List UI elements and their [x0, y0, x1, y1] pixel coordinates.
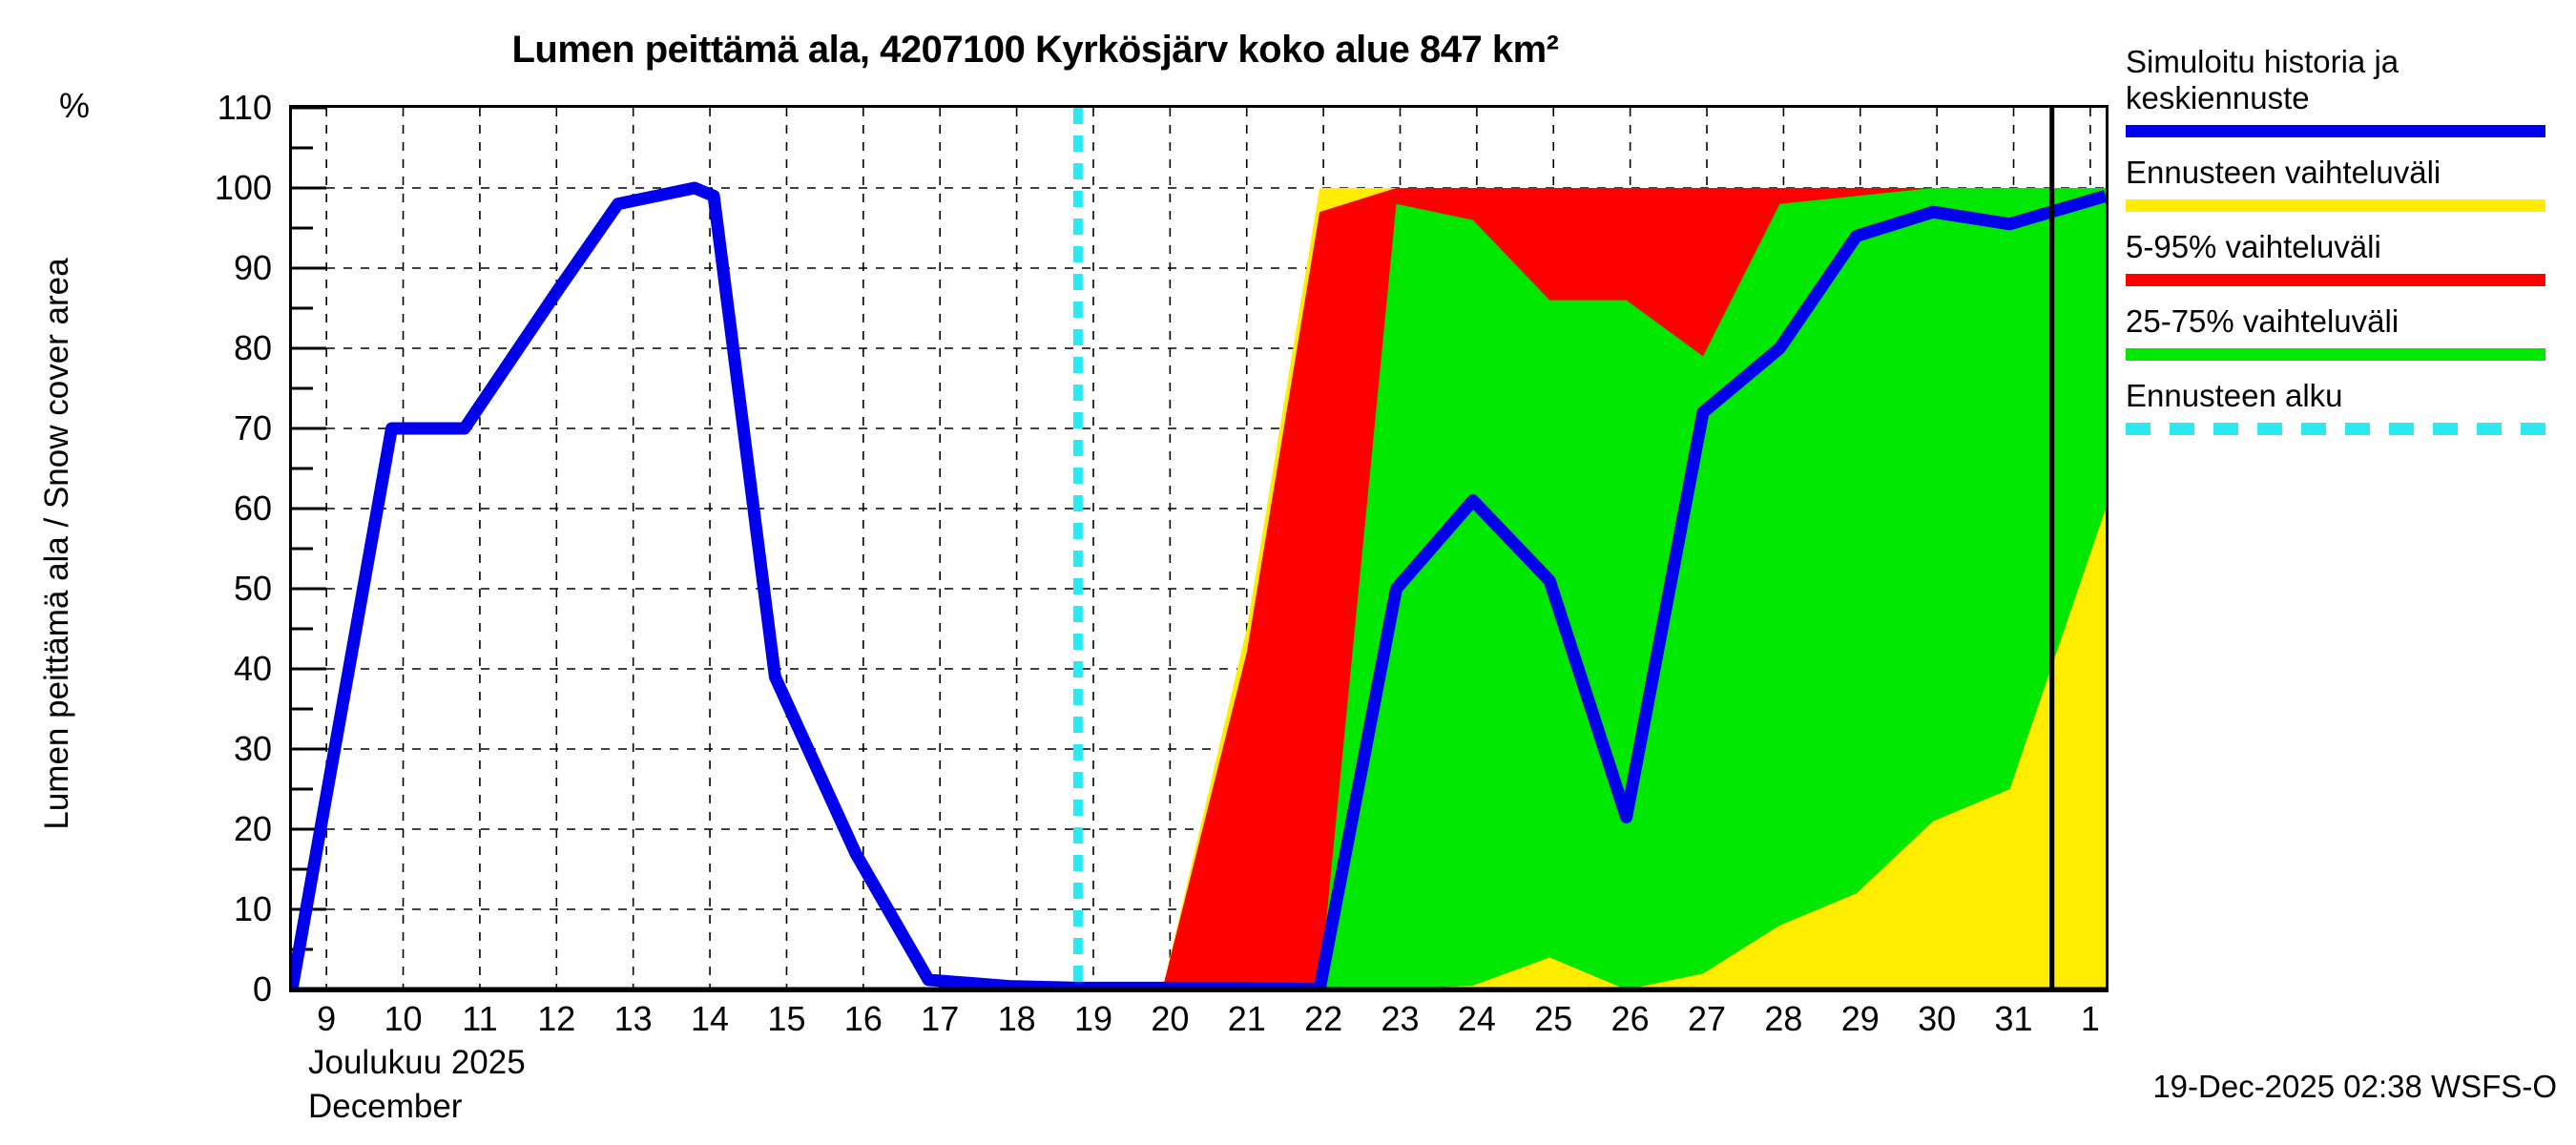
y-tick-80: 80	[233, 328, 272, 367]
legend-item-mean-forecast: Simuloitu historia ja keskiennuste	[2126, 44, 2574, 137]
legend-swatch-forecast-range	[2126, 199, 2545, 212]
x-tick-17: 17	[921, 999, 960, 1038]
x-tick-15: 15	[767, 999, 806, 1038]
x-tick-29: 29	[1840, 999, 1880, 1038]
y-tick-90: 90	[233, 248, 272, 287]
band-00e800	[1162, 188, 2106, 989]
legend-label-p25-p75-range: 25-75% vaihteluväli	[2126, 303, 2399, 339]
x-tick-13: 13	[613, 999, 653, 1038]
legend-label-forecast-start: Ennusteen alku	[2126, 378, 2343, 413]
legend-item-forecast-start: Ennusteen alku	[2126, 378, 2574, 435]
y-tick-marks	[292, 108, 326, 989]
x-tick-27: 27	[1687, 999, 1727, 1038]
x-axis-tick-labels: 9 10 11 12 13 14 15 16 17 18 19 20 21 22 23 24 25 26 27 28 2…	[289, 1000, 2109, 1044]
legend-swatch-p5-p95-range	[2126, 274, 2545, 286]
x-tick-23: 23	[1381, 999, 1420, 1038]
y-tick-50: 50	[233, 569, 272, 608]
x-tick-1: 1	[2080, 999, 2100, 1038]
x-tick-10: 10	[384, 999, 423, 1038]
y-tick-40: 40	[233, 649, 272, 688]
y-tick-0: 0	[252, 969, 272, 1009]
x-axis-caption-fi: Joulukuu 2025	[308, 1044, 526, 1081]
x-tick-26: 26	[1610, 999, 1650, 1038]
x-tick-11: 11	[462, 999, 498, 1038]
legend-item-forecast-range: Ennusteen vaihteluväli	[2126, 155, 2574, 212]
y-axis-title-wrapper: Lumen peittämä ala / Snow cover area	[0, 114, 75, 973]
page-title: Lumen peittämä ala, 4207100 Kyrkösjärv k…	[511, 29, 1559, 71]
legend-item-p25-p75-range: 25-75% vaihteluväli	[2126, 303, 2574, 361]
x-tick-9: 9	[317, 999, 337, 1038]
x-tick-19: 19	[1073, 999, 1112, 1038]
legend-item-p5-p95-range: 5-95% vaihteluväli	[2126, 229, 2574, 286]
y-axis-unit: %	[59, 86, 91, 125]
y-tick-60: 60	[233, 489, 272, 528]
y-tick-20: 20	[233, 809, 272, 848]
x-tick-24: 24	[1457, 999, 1496, 1038]
legend-label-p5-p95-range: 5-95% vaihteluväli	[2126, 229, 2381, 264]
x-tick-12: 12	[537, 999, 576, 1038]
y-tick-10: 10	[233, 889, 272, 928]
x-tick-21: 21	[1227, 999, 1266, 1038]
plot-area	[289, 105, 2109, 992]
x-tick-20: 20	[1151, 999, 1190, 1038]
legend-swatch-p25-p75-range	[2126, 348, 2545, 361]
x-tick-16: 16	[843, 999, 883, 1038]
y-tick-30: 30	[233, 729, 272, 768]
legend-swatch-forecast-start	[2126, 423, 2545, 435]
x-tick-31: 31	[1994, 999, 2033, 1038]
y-tick-110: 110	[217, 88, 272, 127]
legend: Simuloitu historia ja keskiennuste Ennust…	[2126, 44, 2574, 452]
legend-swatch-mean-forecast	[2126, 125, 2545, 137]
x-tick-14: 14	[691, 999, 730, 1038]
y-axis-tick-labels: 0 10 20 30 40 50 60 70 80 90 100 110	[114, 91, 272, 1007]
x-tick-22: 22	[1304, 999, 1343, 1038]
legend-label-forecast-range: Ennusteen vaihteluväli	[2126, 155, 2441, 190]
x-tick-25: 25	[1534, 999, 1573, 1038]
legend-label-mean-forecast: Simuloitu historia ja keskiennuste	[2126, 44, 2399, 115]
x-axis-caption-en: December	[308, 1088, 463, 1125]
y-axis-title: Lumen peittämä ala / Snow cover area	[38, 258, 75, 830]
y-tick-70: 70	[233, 408, 272, 448]
x-tick-30: 30	[1918, 999, 1957, 1038]
x-tick-18: 18	[997, 999, 1036, 1038]
timestamp-stamp: 19-Dec-2025 02:38 WSFS-O	[2152, 1069, 2557, 1104]
x-tick-28: 28	[1764, 999, 1803, 1038]
y-tick-100: 100	[214, 168, 272, 207]
plot-canvas	[292, 108, 2106, 989]
